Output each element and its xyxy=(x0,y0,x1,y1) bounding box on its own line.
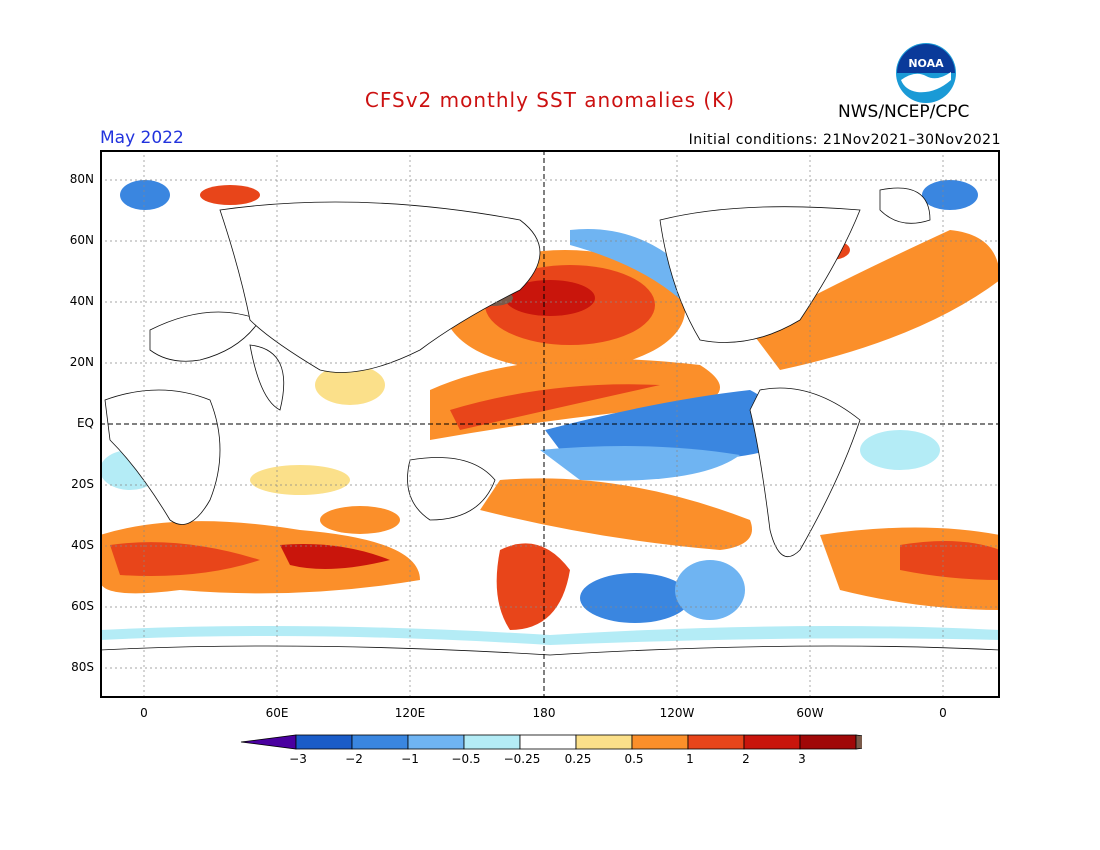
anomaly-patch xyxy=(450,384,660,430)
colorbar-label: −2 xyxy=(345,752,363,766)
anomaly-patch xyxy=(922,180,978,210)
colorbar-cell xyxy=(799,734,857,750)
lon-label: 0 xyxy=(140,706,148,720)
colorbar-label: 0.25 xyxy=(564,752,592,766)
colorbar-label: −0.5 xyxy=(451,752,481,766)
lat-label: 40S xyxy=(71,538,94,552)
lon-label: 120W xyxy=(659,706,695,720)
anomaly-patch xyxy=(320,506,400,534)
anomaly-patch xyxy=(580,573,690,623)
anomaly-patch xyxy=(200,185,260,205)
colorbar-label: 3 xyxy=(798,752,806,766)
south-america xyxy=(749,387,861,557)
lat-label: 20S xyxy=(71,477,94,491)
europe xyxy=(149,311,261,362)
colorbar-cell xyxy=(295,734,353,750)
anomaly-patch xyxy=(110,542,260,576)
antarctica xyxy=(100,645,1000,698)
anomaly-patch xyxy=(675,560,745,620)
anomaly-patch xyxy=(120,180,170,210)
lon-label: 180 xyxy=(532,706,556,720)
lon-label: 60E xyxy=(265,706,289,720)
colorbar-label: 0.5 xyxy=(624,752,644,766)
sst-anomaly-map xyxy=(100,150,1000,698)
anomaly-patch xyxy=(545,390,777,460)
initial-conditions: Initial conditions: 21Nov2021–30Nov2021 xyxy=(688,132,1001,148)
anomaly-patch xyxy=(750,230,1000,370)
colorbar-cell xyxy=(575,734,633,750)
anomaly-patch xyxy=(315,365,385,405)
colorbar-label: 1 xyxy=(686,752,694,766)
anomaly-patch xyxy=(900,541,1000,580)
graticule xyxy=(100,150,1000,698)
agency-label: NWS/NCEP/CPC xyxy=(838,102,970,122)
asia xyxy=(219,201,541,373)
anomaly-patch xyxy=(280,544,390,569)
lat-label: 80S xyxy=(71,660,94,674)
noaa-logo: NOAA xyxy=(896,43,956,103)
anomaly-patch xyxy=(100,626,1000,645)
colorbar-cell xyxy=(519,734,577,750)
anomaly-patch xyxy=(540,446,740,481)
colorbar-cell xyxy=(351,734,409,750)
colorbar-cell xyxy=(463,734,521,750)
colorbar-label: −1 xyxy=(401,752,419,766)
anomaly-patch xyxy=(496,543,570,630)
colorbar xyxy=(240,734,862,750)
lat-label: 80N xyxy=(69,172,94,186)
greenland xyxy=(879,187,931,224)
colorbar-cell xyxy=(687,734,745,750)
forecast-month: May 2022 xyxy=(100,128,184,148)
lon-label: 60W xyxy=(796,706,824,720)
lat-label: 20N xyxy=(69,355,94,369)
map-frame xyxy=(100,150,1000,698)
colorbar-label: −3 xyxy=(289,752,307,766)
map-title: CFSv2 monthly SST anomalies (K) xyxy=(364,88,736,112)
lat-label: 60S xyxy=(71,599,94,613)
anomaly-patch xyxy=(250,465,350,495)
anomaly-patch xyxy=(860,430,940,470)
colorbar-cell xyxy=(631,734,689,750)
lon-label: 0 xyxy=(939,706,947,720)
colorbar-label: −0.25 xyxy=(503,752,541,766)
india xyxy=(249,344,284,411)
colorbar-cell xyxy=(855,734,862,750)
lat-label: EQ xyxy=(76,416,94,430)
colorbar-cell xyxy=(407,734,465,750)
anomaly-patch xyxy=(100,521,420,594)
lat-label: 60N xyxy=(69,233,94,247)
logo-text: NOAA xyxy=(908,57,944,70)
anomaly-patch xyxy=(570,229,727,333)
lat-label: 40N xyxy=(69,294,94,308)
colorbar-cell xyxy=(743,734,801,750)
lon-label: 120E xyxy=(394,706,426,720)
anomaly-patch xyxy=(505,280,595,316)
australia xyxy=(407,457,496,521)
colorbar-cell xyxy=(240,734,297,750)
anomaly-field xyxy=(100,180,1000,645)
anomaly-patch xyxy=(480,478,752,550)
colorbar-label: 2 xyxy=(742,752,750,766)
